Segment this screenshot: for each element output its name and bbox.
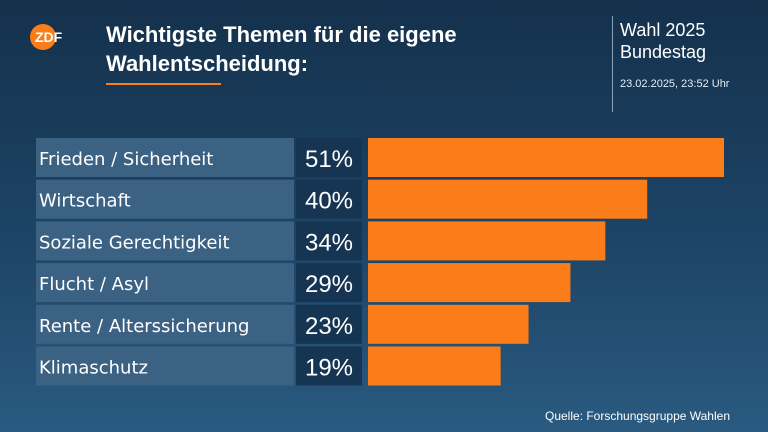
value-label-box-1 <box>296 138 362 177</box>
bar-6 <box>368 346 501 386</box>
value-label-3: 34% <box>305 229 353 256</box>
zdf-logo: ZDF <box>30 24 63 50</box>
value-label-box-4 <box>296 263 362 303</box>
chart-title-line1: Wichtigste Themen für die eigene <box>106 22 457 47</box>
election-line1: Wahl 2025 <box>620 20 706 40</box>
election-line2: Bundestag <box>620 42 707 62</box>
category-label-box-2 <box>36 179 294 219</box>
category-label-box-4 <box>36 263 294 303</box>
chart-title-line2: Wahlentscheidung: <box>106 51 309 76</box>
value-label-5: 23% <box>305 313 353 340</box>
category-label-2: Wirtschaft <box>39 191 131 212</box>
value-label-box-2 <box>296 179 362 219</box>
timestamp: 23.02.2025, 23:52 Uhr <box>620 78 730 90</box>
bar-4 <box>368 263 571 303</box>
category-label-4: Flucht / Asyl <box>39 274 149 295</box>
value-label-box-5 <box>296 304 362 344</box>
value-label-1: 51% <box>305 146 353 173</box>
bar-2 <box>368 179 648 219</box>
category-label-6: Klimaschutz <box>39 358 148 379</box>
bar-5 <box>368 304 529 344</box>
value-label-6: 19% <box>305 355 353 382</box>
category-label-3: Soziale Gerechtigkeit <box>39 232 230 253</box>
category-label-1: Frieden / Sicherheit <box>39 149 213 170</box>
value-label-box-3 <box>296 221 362 261</box>
category-label-box-5 <box>36 304 294 344</box>
zdf-logo-text: ZDF <box>35 29 63 45</box>
bar-3 <box>368 221 606 261</box>
election-title: Wahl 2025 Bundestag <box>620 19 760 63</box>
chart-title: Wichtigste Themen für die eigene Wahlent… <box>106 20 576 78</box>
value-label-4: 29% <box>305 271 353 298</box>
category-label-box-1 <box>36 138 294 177</box>
bar-1 <box>368 138 724 177</box>
value-label-2: 40% <box>305 188 353 215</box>
category-label-box-6 <box>36 346 294 386</box>
header-divider <box>612 16 613 112</box>
zdf-logo-circle <box>30 24 56 50</box>
title-underline <box>106 83 221 85</box>
source-note: Quelle: Forschungsgruppe Wahlen <box>545 409 730 423</box>
category-label-5: Rente / Alterssicherung <box>39 316 249 337</box>
category-label-box-3 <box>36 221 294 261</box>
value-label-box-6 <box>296 346 362 386</box>
